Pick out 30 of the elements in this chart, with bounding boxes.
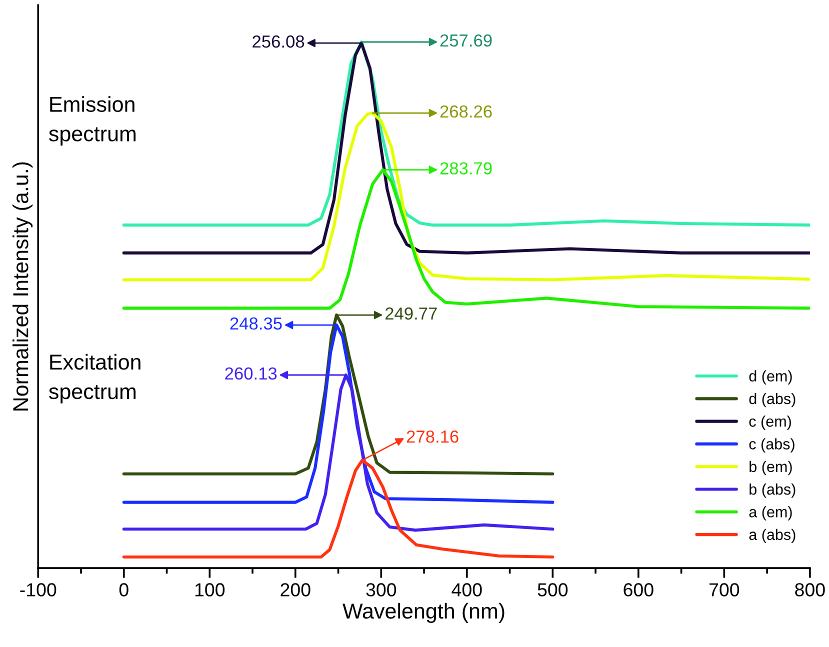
annotation: 256.08 xyxy=(252,35,304,48)
legend-label: a (em) xyxy=(749,506,792,520)
annotation: Emission spectrum xyxy=(49,96,136,146)
annotation: 278.16 xyxy=(406,430,458,443)
legend-label: d (em) xyxy=(749,370,792,385)
annotation: 248.35 xyxy=(230,317,282,330)
legend-label: d (abs) xyxy=(749,392,796,408)
x-tick-label: 0 xyxy=(119,583,128,596)
legend-label: b (em) xyxy=(750,460,792,476)
x-tick-label: -100 xyxy=(20,583,56,596)
x-tick-label: 100 xyxy=(195,583,225,596)
annotation: 249.77 xyxy=(385,307,437,320)
x-tick-label: 800 xyxy=(795,583,825,596)
annotation: 260.13 xyxy=(225,367,277,380)
annotation: 257.69 xyxy=(440,34,492,47)
x-tick-label: 600 xyxy=(624,583,654,596)
x-tick-label: 400 xyxy=(452,583,482,596)
annotation: 283.79 xyxy=(440,162,492,174)
x-tick-label: 300 xyxy=(366,583,396,596)
x-tick-label: 500 xyxy=(538,583,568,596)
legend-label: c (em) xyxy=(749,416,791,430)
annotation: Excitation spectrum xyxy=(49,354,140,404)
legend-label: c (abs) xyxy=(749,438,794,452)
y-axis-title: Normalized Intensity (a.u.) xyxy=(12,162,33,410)
x-tick-label: 700 xyxy=(710,583,740,596)
legend-label: a (abs) xyxy=(749,528,796,544)
annotation: 268.26 xyxy=(440,105,492,118)
x-axis-title: Wavelength (nm) xyxy=(342,602,504,623)
legend-label: b (abs) xyxy=(750,484,796,498)
x-tick-label: 200 xyxy=(280,583,310,596)
